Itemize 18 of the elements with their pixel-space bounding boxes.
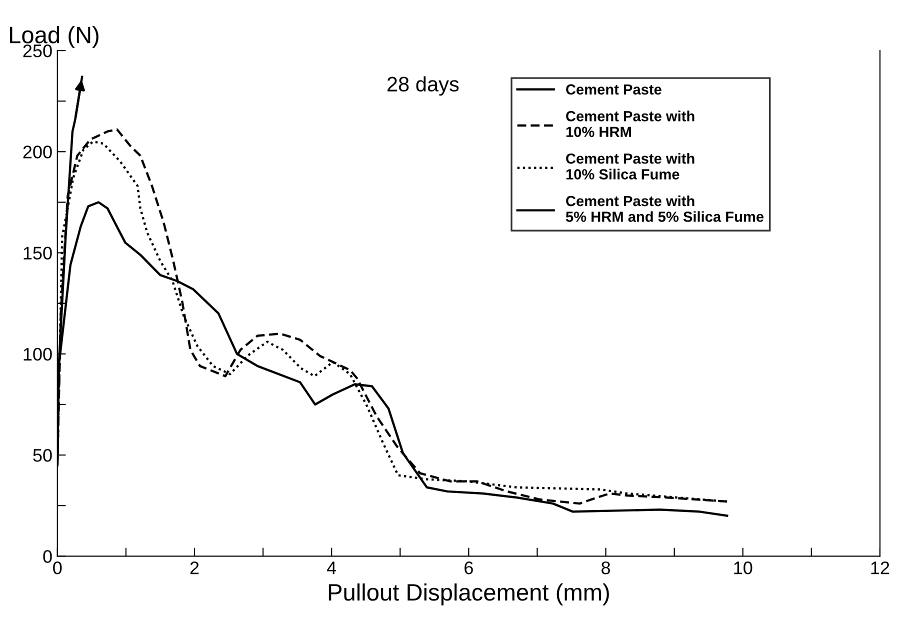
x-tick-label: 2 bbox=[190, 562, 199, 574]
legend-label: Cement Paste with 5% HRM and 5% Silica Fume bbox=[566, 195, 764, 222]
x-tick-label: 4 bbox=[326, 562, 336, 574]
x-tick-label: 0 bbox=[53, 562, 62, 574]
legend-label: Cement Paste with 10% Silica Fume bbox=[566, 153, 694, 180]
x-tick-label: 8 bbox=[602, 562, 610, 574]
y-tick-label: 200 bbox=[23, 146, 52, 158]
legend-label: Cement Paste bbox=[566, 84, 662, 95]
y-tick-label: 0 bbox=[43, 550, 52, 563]
y-tick-label: 100 bbox=[24, 348, 52, 361]
y-tick-label: 50 bbox=[33, 448, 52, 462]
x-tick-label: 10 bbox=[734, 562, 752, 574]
annotation: 28 days bbox=[387, 76, 459, 96]
y-tick-label: 150 bbox=[24, 246, 52, 260]
legend-label: Cement Paste with 10% HRM bbox=[566, 110, 694, 138]
x-axis-title: Pullout Displacement (mm) bbox=[328, 583, 609, 606]
x-tick-label: 12 bbox=[871, 562, 890, 574]
x-tick-label: 6 bbox=[464, 562, 473, 574]
